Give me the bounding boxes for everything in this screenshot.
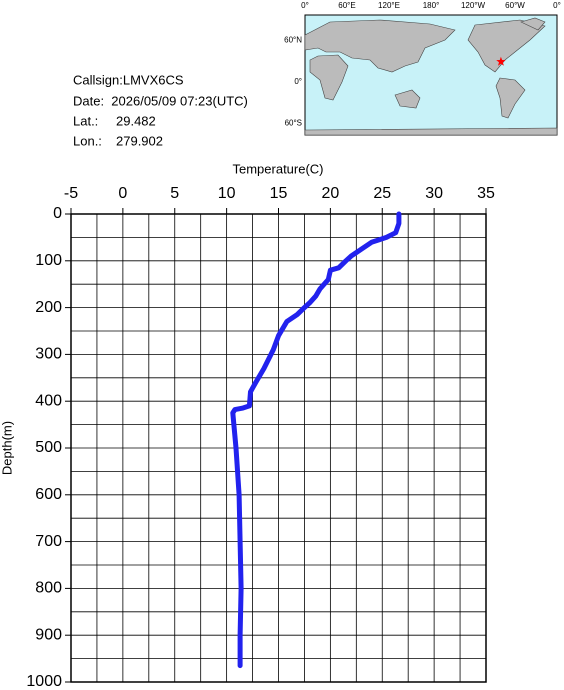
map-lon-label: 180° (423, 1, 440, 10)
map-lon-label: 60°E (338, 1, 355, 10)
map-lon-label: 120°W (461, 1, 486, 10)
map-lon-label: 60°W (505, 1, 525, 10)
y-tick-label: 300 (35, 346, 62, 363)
map-labels: 0° 60°E 120°E 180° 120°W 60°W 0° 60°N 0° 60°S (284, 1, 561, 127)
x-tick-label: 30 (425, 185, 443, 202)
map-lat-label: 0° (294, 77, 302, 86)
x-tick-label: -5 (64, 185, 78, 202)
x-tick-label: 5 (170, 185, 179, 202)
plot-frame (70, 213, 487, 683)
callsign: Callsign:LMVX6CS (73, 72, 184, 87)
y-tick-label: 500 (35, 439, 62, 456)
date: Date: 2026/05/09 07:23(UTC) (73, 93, 248, 108)
world-map: 0° 60°E 120°E 180° 120°W 60°W 0° 60°N 0° 60°S (284, 1, 561, 136)
lon-label: Lon.: (73, 133, 102, 148)
x-tick-label: 35 (477, 185, 495, 202)
map-lon-label: 0° (553, 1, 561, 10)
y-tick-label: 600 (35, 486, 62, 503)
x-tick-label: 15 (270, 185, 288, 202)
continents (304, 17, 558, 136)
map-lon-label: 0° (301, 1, 309, 10)
x-tick-label: 0 (118, 185, 127, 202)
y-tick-label: 700 (35, 533, 62, 550)
lat-label: Lat.: (73, 113, 98, 128)
y-tick-label: 800 (35, 580, 62, 597)
y-tick-label: 0 (53, 205, 62, 222)
x-axis-title: Temperature(C) (232, 161, 323, 176)
x-tick-label: 20 (321, 185, 339, 202)
lat-value: 29.482 (116, 113, 156, 128)
y-tick-label: 400 (35, 392, 62, 409)
y-tick-label: 900 (35, 626, 62, 643)
y-tick-label: 100 (35, 252, 62, 269)
y-tick-label: 1000 (26, 673, 62, 690)
y-tick-label: 200 (35, 299, 62, 316)
x-tick-label: 25 (373, 185, 391, 202)
x-tick-label: 10 (218, 185, 236, 202)
station-marker (496, 56, 506, 66)
map-lat-label: 60°N (284, 36, 302, 45)
lon-value: 279.902 (116, 133, 163, 148)
map-lon-label: 120°E (378, 1, 400, 10)
profile-line (230, 211, 402, 669)
y-axis-title: Depth(m) (0, 421, 14, 475)
map-lat-label: 60°S (285, 119, 302, 128)
